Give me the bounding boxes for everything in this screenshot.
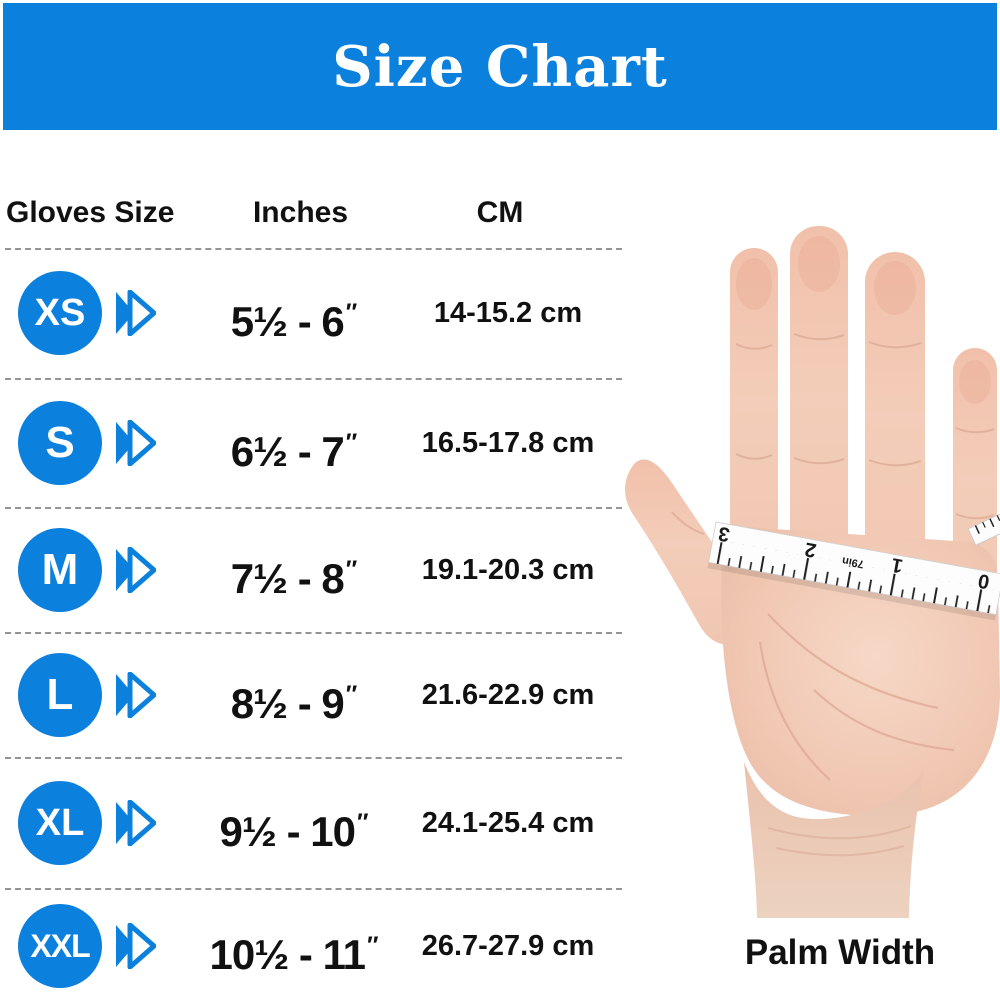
inch-mark: ″	[345, 556, 358, 583]
hand-measurement-photo: 2 3 2 1 0 79in	[625, 226, 1000, 918]
chevron-right-icon	[116, 923, 156, 969]
row-divider	[5, 507, 622, 509]
palm-width-caption: Palm Width	[744, 933, 936, 972]
measuring-tape: 3 2 1 0 79in	[707, 521, 1000, 621]
finger-creases	[671, 333, 995, 535]
size-badge: XS	[18, 271, 102, 355]
row-divider	[5, 632, 622, 634]
chevron-right-icon	[116, 547, 156, 593]
cm-range: 24.1-25.4 cm	[421, 807, 595, 839]
inches-range: 9½ - 10″	[219, 808, 369, 855]
row-divider	[5, 248, 622, 250]
inch-mark: ″	[366, 932, 379, 959]
tape-number: 0	[976, 569, 991, 593]
size-badge: L	[18, 653, 102, 737]
title-banner: Size Chart	[3, 3, 997, 130]
inch-mark: ″	[345, 429, 358, 456]
chevron-right-icon	[116, 290, 156, 336]
thumb	[625, 459, 749, 645]
cm-range: 19.1-20.3 cm	[421, 554, 595, 586]
tape-number: 3	[717, 522, 732, 546]
inch-mark: ″	[356, 809, 369, 836]
size-badge: XL	[18, 781, 102, 865]
size-badge: S	[18, 401, 102, 485]
row-divider	[5, 888, 622, 890]
page-title: Size Chart	[332, 33, 668, 100]
wrist	[744, 762, 924, 918]
chevron-right-icon	[116, 672, 156, 718]
cm-range: 14-15.2 cm	[433, 297, 583, 329]
chevron-right-icon	[116, 800, 156, 846]
cm-range: 21.6-22.9 cm	[421, 679, 595, 711]
inches-range: 6½ - 7″	[230, 428, 358, 475]
wrist-creases	[767, 825, 912, 857]
inches-range: 5½ - 6″	[230, 298, 358, 345]
row-divider	[5, 757, 622, 759]
tape-brand-label: 79in	[841, 554, 865, 570]
row-divider	[5, 378, 622, 380]
column-header-inches: Inches	[252, 196, 349, 229]
size-badge: XXL	[18, 904, 102, 988]
tape-number: 2	[803, 538, 818, 562]
ring-finger	[865, 252, 925, 617]
column-header-cm: CM	[476, 196, 524, 229]
size-badge: M	[18, 528, 102, 612]
inch-mark: ″	[345, 681, 358, 708]
inches-range: 7½ - 8″	[230, 555, 358, 602]
inch-mark: ″	[345, 299, 358, 326]
column-header-gloves-size: Gloves Size	[6, 196, 175, 229]
cm-range: 26.7-27.9 cm	[421, 930, 595, 962]
tape-number: 1	[890, 553, 905, 577]
inches-range: 8½ - 9″	[230, 680, 358, 727]
index-finger	[730, 248, 778, 588]
tape-fragment: 2	[967, 506, 1000, 546]
chevron-right-icon	[116, 420, 156, 466]
hand-illustration	[625, 226, 1000, 918]
middle-finger	[790, 226, 848, 606]
palm-lines	[758, 613, 955, 781]
inches-range: 10½ - 11″	[209, 931, 379, 978]
cm-range: 16.5-17.8 cm	[421, 427, 595, 459]
